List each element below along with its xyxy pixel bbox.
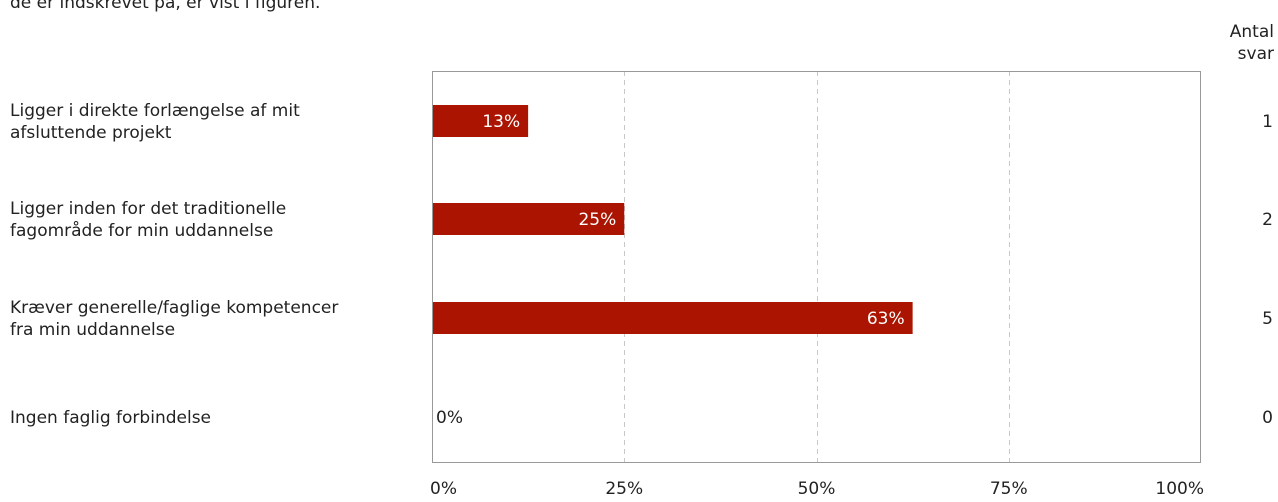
bar-value-label-3: 63% [867, 309, 905, 329]
category-label-3-line-1: Kræver generelle/faglige kompetencer [10, 298, 338, 318]
count-header-line-1: Antal [1229, 22, 1274, 42]
x-tick-label-100: 100% [1155, 479, 1204, 499]
chart-caption: de er indskrevet på, er vist i figuren. [10, 0, 321, 13]
category-label-4-line-1: Ingen faglig forbindelse [10, 408, 211, 428]
plot-frame [432, 71, 1201, 463]
x-tick-label-75: 75% [990, 479, 1028, 499]
category-label-1-line-1: Ligger i direkte forlængelse af mit [10, 101, 300, 121]
count-value-1: 1 [1262, 112, 1273, 132]
category-label-3-line-2: fra min uddannelse [10, 320, 175, 340]
bar-value-label-1: 13% [482, 112, 520, 132]
bar-2 [433, 203, 625, 235]
category-label-1-line-2: afsluttende projekt [10, 123, 172, 143]
x-tick-label-50: 50% [798, 479, 836, 499]
category-label-2-line-2: fagområde for min uddannelse [10, 220, 273, 241]
bar-value-label-4: 0% [436, 408, 463, 428]
bar-1 [433, 105, 529, 137]
x-tick-label-25: 25% [605, 479, 643, 499]
bar-value-label-2: 25% [578, 210, 616, 230]
count-value-3: 5 [1262, 309, 1273, 329]
category-label-2-line-1: Ligger inden for det traditionelle [10, 199, 286, 219]
count-header-line-2: svar [1237, 44, 1274, 64]
bar-3 [433, 302, 913, 334]
x-tick-label-0: 0% [430, 479, 457, 499]
count-column-header: Antal svar [1194, 21, 1274, 65]
count-value-2: 2 [1262, 210, 1273, 230]
count-value-4: 0 [1262, 408, 1273, 428]
